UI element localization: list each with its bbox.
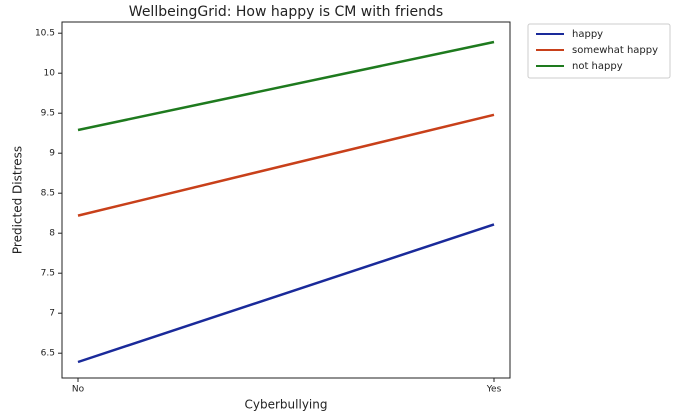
x-tick-label: Yes	[486, 385, 502, 395]
y-tick-label: 9	[49, 149, 55, 159]
y-tick-label: 9.5	[41, 109, 55, 119]
chart-title: WellbeingGrid: How happy is CM with frie…	[129, 4, 443, 20]
series-line	[77, 40, 495, 132]
legend-label: happy	[572, 29, 603, 40]
y-tick-label: 7	[49, 309, 55, 319]
y-tick-label: 8	[49, 229, 55, 239]
y-tick-label: 6.5	[41, 349, 55, 359]
y-tick-label: 10.5	[35, 29, 55, 39]
series-line	[77, 113, 495, 217]
y-tick-label: 7.5	[41, 269, 55, 279]
y-axis-label: Predicted Distress	[11, 146, 25, 254]
y-tick-label: 10	[44, 69, 56, 79]
legend-box	[527, 23, 671, 79]
legend-label: not happy	[572, 61, 623, 72]
x-tick-label: No	[72, 385, 85, 395]
x-axis-label: Cyberbullying	[245, 398, 328, 412]
y-tick-label: 8.5	[41, 189, 55, 199]
series-line	[77, 223, 495, 364]
plot-frame	[61, 21, 511, 379]
legend-label: somewhat happy	[572, 45, 658, 56]
